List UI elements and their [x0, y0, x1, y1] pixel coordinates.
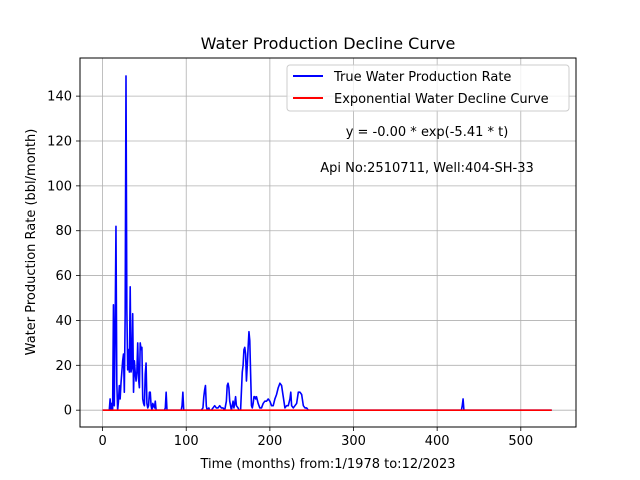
well-annotation: Api No:2510711, Well:404-SH-33 [320, 161, 534, 176]
y-tick-label: 20 [55, 359, 72, 374]
legend: True Water Production Rate Exponential W… [286, 64, 570, 112]
plot-frame [79, 57, 577, 428]
chart-title: Water Production Decline Curve [201, 34, 456, 53]
series-layer [102, 75, 552, 411]
x-tick-label: 300 [341, 434, 366, 449]
y-tick-label: 0 [64, 404, 72, 419]
x-tick-label: 100 [174, 434, 199, 449]
y-tick-label: 100 [47, 179, 72, 194]
legend-label-true-rate: True Water Production Rate [333, 70, 511, 85]
x-tick-label: 0 [98, 434, 106, 449]
y-axis-label: Water Production Rate (bbl/month) [24, 129, 39, 356]
y-tick-label: 140 [47, 90, 72, 105]
x-axis-label: Time (months) from:1/1978 to:12/2023 [199, 457, 455, 472]
y-tick-label: 60 [55, 269, 72, 284]
x-tick-label: 500 [508, 434, 533, 449]
legend-label-exponential: Exponential Water Decline Curve [334, 92, 549, 107]
x-tick-label: 200 [257, 434, 282, 449]
true-water-production-line [102, 75, 552, 411]
equation-annotation: y = -0.00 * exp(-5.41 * t) [346, 125, 509, 140]
y-tick-label: 120 [47, 134, 72, 149]
legend-box [286, 64, 570, 112]
y-tick-label: 80 [55, 224, 72, 239]
x-tick-label: 400 [425, 434, 450, 449]
y-tick-label: 40 [55, 314, 72, 329]
ticks: 0 100 200 300 400 500 0 20 40 60 80 100 120 140 [47, 90, 533, 449]
